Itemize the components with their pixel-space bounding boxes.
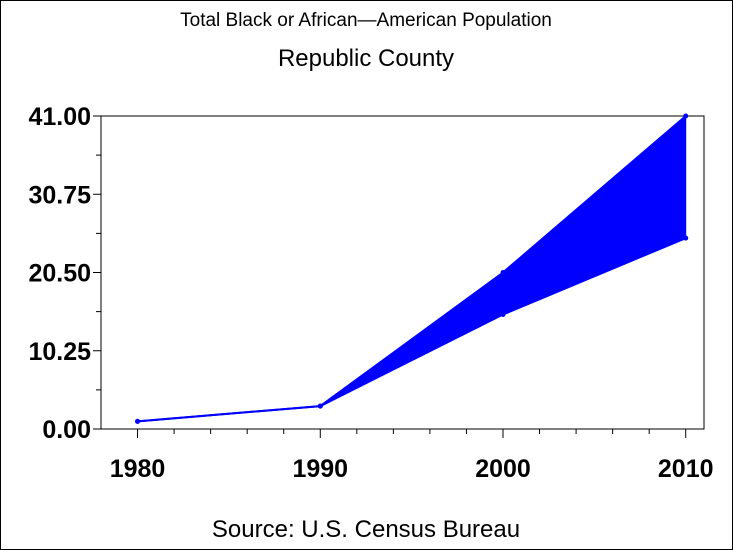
y-tick-label: 41.00 <box>28 103 91 131</box>
data-point <box>500 311 506 317</box>
x-axis: 1980 1990 2000 2010 <box>110 429 714 483</box>
data-point <box>500 270 506 275</box>
plot-area <box>100 115 705 430</box>
data-point <box>317 403 323 409</box>
y-tick-label: 30.75 <box>28 181 91 209</box>
data-point <box>135 418 141 424</box>
data-point <box>683 113 689 119</box>
series-line-1 <box>137 237 687 423</box>
x-tick-label: 1990 <box>292 455 348 483</box>
y-tick-label: 10.25 <box>28 338 91 366</box>
y-tick-label: 0.00 <box>42 416 91 444</box>
series-layer <box>135 113 689 424</box>
y-tick-label: 20.50 <box>28 260 91 288</box>
chart-subtitle: Republic County <box>278 45 454 72</box>
x-tick-label: 2000 <box>475 455 531 483</box>
chart-footnote: Source: U.S. Census Bureau <box>212 516 520 543</box>
x-tick-label: 2010 <box>658 455 714 483</box>
y-axis: 0.00 10.25 20.50 30.75 41.00 <box>28 103 101 444</box>
data-point <box>683 235 689 241</box>
range-area <box>137 114 687 422</box>
x-tick-label: 1980 <box>110 455 166 483</box>
chart-title: Total Black or African—American Populati… <box>180 10 552 31</box>
